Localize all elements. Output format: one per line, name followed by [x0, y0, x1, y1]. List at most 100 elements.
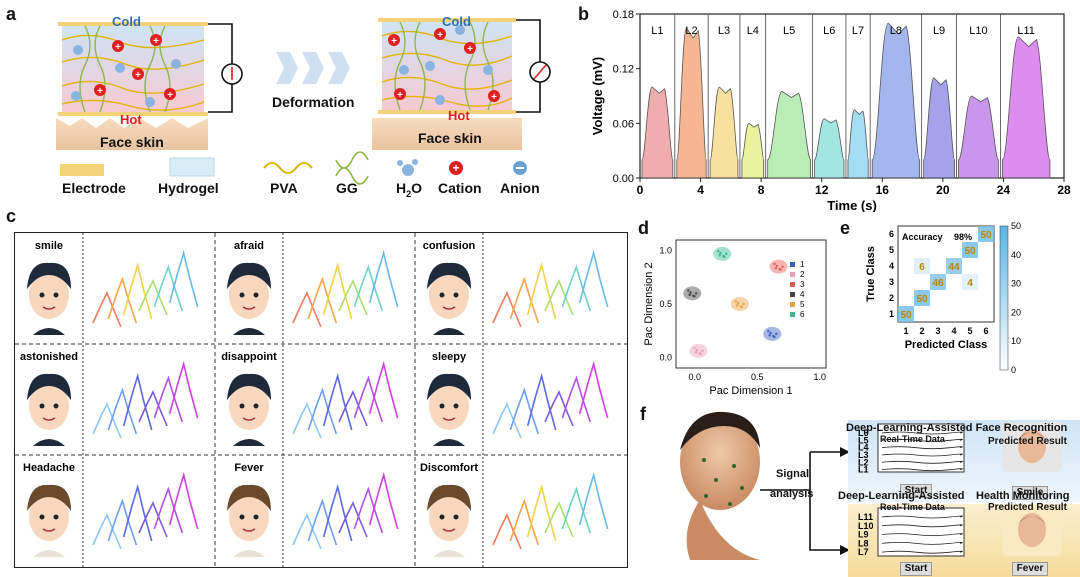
signal-trace [138, 279, 168, 316]
signal-trace [92, 513, 122, 550]
channel-trace [881, 438, 963, 442]
legend-swatch-2 [790, 272, 795, 277]
signal-trace [107, 276, 138, 324]
face-shirt [233, 328, 265, 335]
signal-trace [292, 402, 322, 439]
matrix-value: 50 [916, 294, 928, 305]
accuracy-value: 98% [954, 232, 972, 242]
cluster-point [774, 266, 778, 270]
signal-trace [138, 390, 168, 427]
svg-text:+: + [491, 92, 497, 103]
y-axis-label: Pac Dimension 2 [643, 262, 655, 345]
signal-trace [122, 483, 153, 542]
colorbar-tick: 50 [1011, 221, 1021, 231]
cluster-point [717, 249, 720, 253]
cluster-point [695, 348, 699, 352]
svg-text:+: + [452, 161, 459, 175]
signal-trace [122, 372, 153, 431]
signal-trace [368, 249, 399, 308]
cluster-point [701, 349, 704, 353]
segment-label-l4: L4 [747, 25, 759, 37]
signal-trace [168, 360, 199, 419]
start-button-top[interactable]: Start [900, 484, 932, 498]
face-eye [39, 292, 45, 298]
signal-l3 [709, 86, 739, 179]
svg-text:+: + [391, 36, 397, 47]
face-smile [27, 262, 71, 335]
signal-trace [368, 360, 399, 419]
face-skin [429, 271, 469, 319]
panel-label-e: e [840, 218, 851, 238]
colorbar-tick: 30 [1011, 279, 1021, 289]
signal-trace [307, 498, 338, 546]
device-undeformed [56, 22, 243, 150]
cluster-point [742, 302, 745, 306]
face-hair [427, 373, 471, 400]
x-class-label: 6 [983, 326, 988, 336]
segment-label-l2: L2 [685, 25, 697, 37]
y-tick-label: 0.12 [613, 64, 634, 76]
expression-label-astonished: astonished [20, 351, 78, 363]
x-tick-label: 4 [697, 183, 704, 197]
x-tick-label: 0.5 [751, 372, 764, 382]
svg-text:+: + [115, 42, 121, 53]
face-eye [439, 292, 445, 298]
gg-icon [335, 151, 369, 185]
cluster-point [693, 346, 696, 350]
signal-trace [353, 375, 384, 423]
fever-result-button[interactable]: Fever [1012, 562, 1048, 576]
matrix-cell [914, 258, 930, 274]
panel-label-d: d [638, 218, 649, 238]
health-title-right: Health Monitoring [976, 490, 1070, 502]
segment-label-l3: L3 [718, 25, 730, 37]
matrix-value: 50 [900, 310, 912, 321]
legend-label-3: 3 [800, 280, 805, 289]
face-mouth [442, 417, 456, 421]
y-class-label: 4 [889, 261, 894, 271]
panel-label-a: a [6, 4, 17, 24]
face-recognition-title: Deep-Learning-Assisted Face Recognition [846, 422, 1068, 434]
legend-label-6: 6 [800, 310, 805, 319]
signal-trace [338, 501, 368, 538]
channel-label-l2: L2 [858, 457, 869, 467]
face-disappoint [227, 373, 271, 446]
start-button-bottom[interactable]: Start [900, 562, 932, 576]
face-eye [453, 403, 459, 409]
matrix-cell [946, 258, 962, 274]
face-eye [239, 403, 245, 409]
face-shirt [233, 550, 265, 557]
cluster-point [736, 302, 740, 305]
signal-trace [561, 375, 592, 423]
signal-trace [353, 264, 384, 312]
signal-trace [292, 513, 322, 550]
legend-hydrogel: Hydrogel [158, 180, 219, 196]
matrix-cell [914, 290, 930, 306]
x-class-label: 5 [967, 326, 972, 336]
legend-cation: Cation [438, 180, 482, 196]
svg-text:+: + [467, 44, 473, 55]
channel-trace [881, 533, 963, 536]
x-tick-label: 20 [936, 183, 950, 197]
face-discomfort [427, 484, 471, 557]
scatter-frame [675, 239, 827, 369]
result-face-smile [1002, 422, 1062, 472]
face-astonished [27, 373, 71, 446]
matrix-value: 50 [980, 230, 992, 241]
face-hair [227, 262, 271, 289]
segment-label-l5: L5 [783, 25, 795, 37]
signal-trace [578, 471, 609, 530]
legend-label-1: 1 [800, 260, 805, 269]
face-skin [29, 271, 69, 319]
colorbar [999, 225, 1009, 371]
signal-trace [578, 249, 609, 308]
smile-result-button[interactable]: Smile [1012, 486, 1048, 500]
face-shirt [233, 439, 265, 446]
legend-swatch-5 [790, 302, 795, 307]
cluster-3 [769, 259, 788, 274]
channel-label-l5: L5 [858, 435, 869, 445]
face-skin [229, 271, 269, 319]
x-axis-label: Pac Dimension 1 [709, 385, 792, 397]
cluster-6 [713, 246, 732, 261]
legend-swatch-1 [790, 262, 795, 267]
